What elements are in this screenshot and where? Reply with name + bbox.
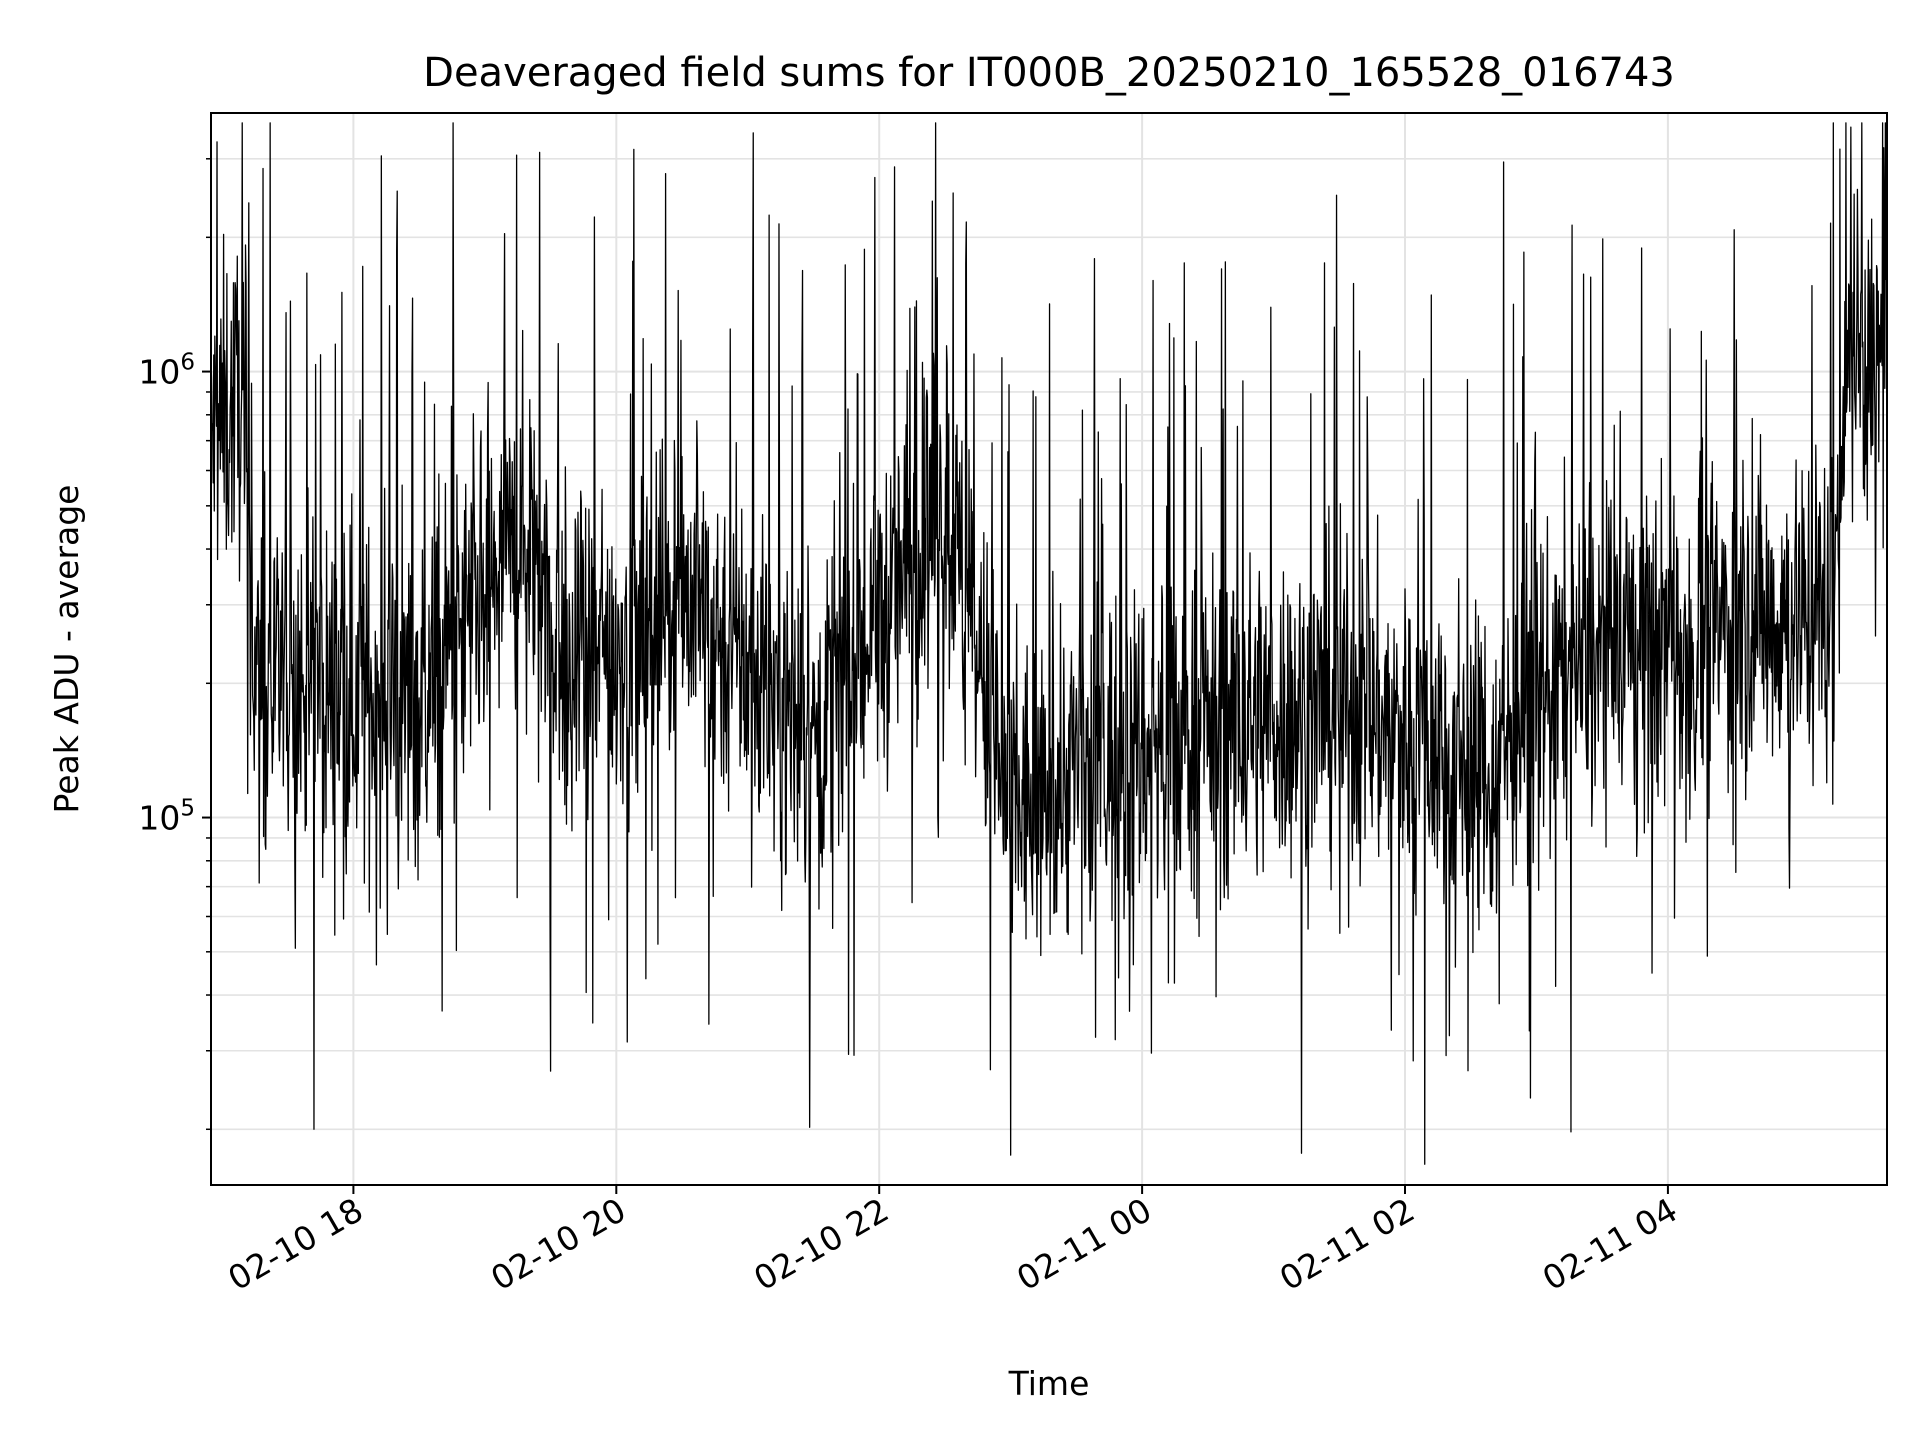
y-tick-label: 105 — [138, 796, 195, 838]
axes-frame — [210, 112, 1888, 1186]
y-tick-label: 106 — [138, 350, 195, 392]
y-axis: 105 106 — [138, 158, 211, 1131]
x-axis-label: Time — [1008, 1364, 1090, 1403]
series-line — [210, 122, 1888, 1165]
y-axis-label: Peak ADU - average — [47, 485, 86, 814]
plot-area — [210, 122, 1888, 1165]
chart-title: Deaveraged field sums for IT000B_2025021… — [423, 50, 1675, 96]
